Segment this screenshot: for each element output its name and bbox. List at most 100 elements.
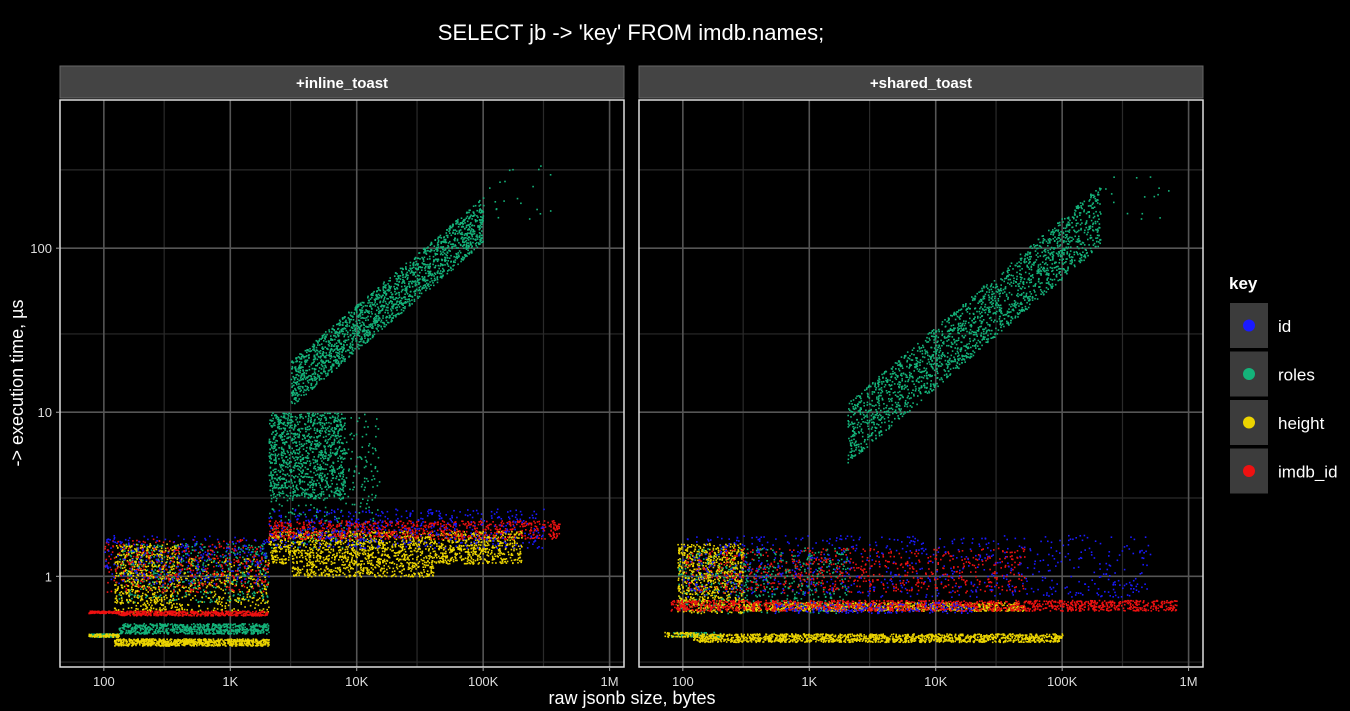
scatter-point: [295, 445, 297, 447]
scatter-point: [391, 310, 393, 312]
scatter-point: [269, 513, 271, 515]
scatter-point: [366, 330, 368, 332]
scatter-point: [339, 339, 341, 341]
scatter-point: [388, 280, 390, 282]
scatter-point: [343, 469, 345, 471]
scatter-point: [268, 632, 270, 634]
scatter-point: [311, 496, 313, 498]
scatter-point: [440, 270, 442, 272]
scatter-point: [191, 632, 193, 634]
scatter-point: [476, 215, 478, 217]
scatter-point: [314, 419, 316, 421]
scatter-point: [404, 285, 406, 287]
scatter-point: [322, 456, 324, 458]
scatter-point: [441, 237, 443, 239]
scatter-point: [382, 317, 384, 319]
scatter-point: [320, 420, 322, 422]
scatter-point: [291, 433, 293, 435]
scatter-point: [293, 436, 295, 438]
scatter-point: [372, 453, 374, 455]
scatter-point: [321, 488, 323, 490]
scatter-point: [250, 554, 252, 556]
scatter-point: [317, 344, 319, 346]
scatter-point: [434, 253, 436, 255]
scatter-point: [401, 286, 403, 288]
scatter-point: [372, 336, 374, 338]
scatter-point: [351, 341, 353, 343]
scatter-point: [369, 305, 371, 307]
scatter-point: [479, 239, 481, 241]
scatter-point: [377, 298, 379, 300]
scatter-point: [168, 628, 170, 630]
scatter-point: [291, 425, 293, 427]
scatter-point: [299, 388, 301, 390]
scatter-point: [430, 244, 432, 246]
scatter-point: [270, 462, 272, 464]
scatter-point: [360, 313, 362, 315]
scatter-point: [310, 485, 312, 487]
scatter-point: [326, 354, 328, 356]
scatter-point: [323, 415, 325, 417]
scatter-point: [309, 465, 311, 467]
scatter-point: [245, 631, 247, 633]
scatter-point: [183, 629, 185, 631]
scatter-point: [323, 367, 325, 369]
scatter-point: [314, 368, 316, 370]
scatter-point: [234, 623, 236, 625]
scatter-point: [467, 232, 469, 234]
scatter-point: [336, 476, 338, 478]
scatter-point: [429, 268, 431, 270]
scatter-point: [247, 582, 249, 584]
scatter-point: [331, 331, 333, 333]
scatter-point: [336, 426, 338, 428]
scatter-point: [319, 353, 321, 355]
scatter-point: [294, 513, 296, 515]
scatter-point: [211, 628, 213, 630]
scatter-point: [155, 625, 157, 627]
scatter-point: [291, 401, 293, 403]
scatter-point: [414, 258, 416, 260]
scatter-point: [349, 322, 351, 324]
scatter-point: [279, 471, 281, 473]
scatter-point: [348, 470, 350, 472]
scatter-point: [406, 299, 408, 301]
scatter-point: [346, 330, 348, 332]
scatter-point: [305, 467, 307, 469]
scatter-point: [329, 426, 331, 428]
scatter-point: [287, 459, 289, 461]
scatter-point: [407, 301, 409, 303]
scatter-point: [410, 268, 412, 270]
scatter-point: [308, 453, 310, 455]
scatter-point: [477, 247, 479, 249]
scatter-point: [421, 269, 423, 271]
scatter-point: [390, 308, 392, 310]
scatter-point: [288, 437, 290, 439]
scatter-point: [400, 268, 402, 270]
scatter-point: [365, 320, 367, 322]
scatter-point: [366, 434, 368, 436]
scatter-point: [300, 416, 302, 418]
scatter-point: [329, 470, 331, 472]
scatter-point: [216, 598, 218, 600]
scatter-point: [425, 270, 427, 272]
scatter-point: [185, 627, 187, 629]
scatter-point: [248, 629, 250, 631]
scatter-point: [132, 627, 134, 629]
scatter-point: [312, 448, 314, 450]
scatter-point: [463, 219, 465, 221]
scatter-point: [406, 263, 408, 265]
scatter-point: [288, 486, 290, 488]
scatter-point: [418, 287, 420, 289]
scatter-point: [218, 624, 220, 626]
scatter-point: [324, 498, 326, 500]
scatter-point: [295, 416, 297, 418]
scatter-point: [377, 326, 379, 328]
scatter-point: [317, 375, 319, 377]
scatter-point: [340, 348, 342, 350]
scatter-point: [344, 458, 346, 460]
scatter-point: [330, 351, 332, 353]
scatter-point: [337, 449, 339, 451]
scatter-point: [456, 230, 458, 232]
scatter-point: [282, 452, 284, 454]
scatter-point: [328, 329, 330, 331]
